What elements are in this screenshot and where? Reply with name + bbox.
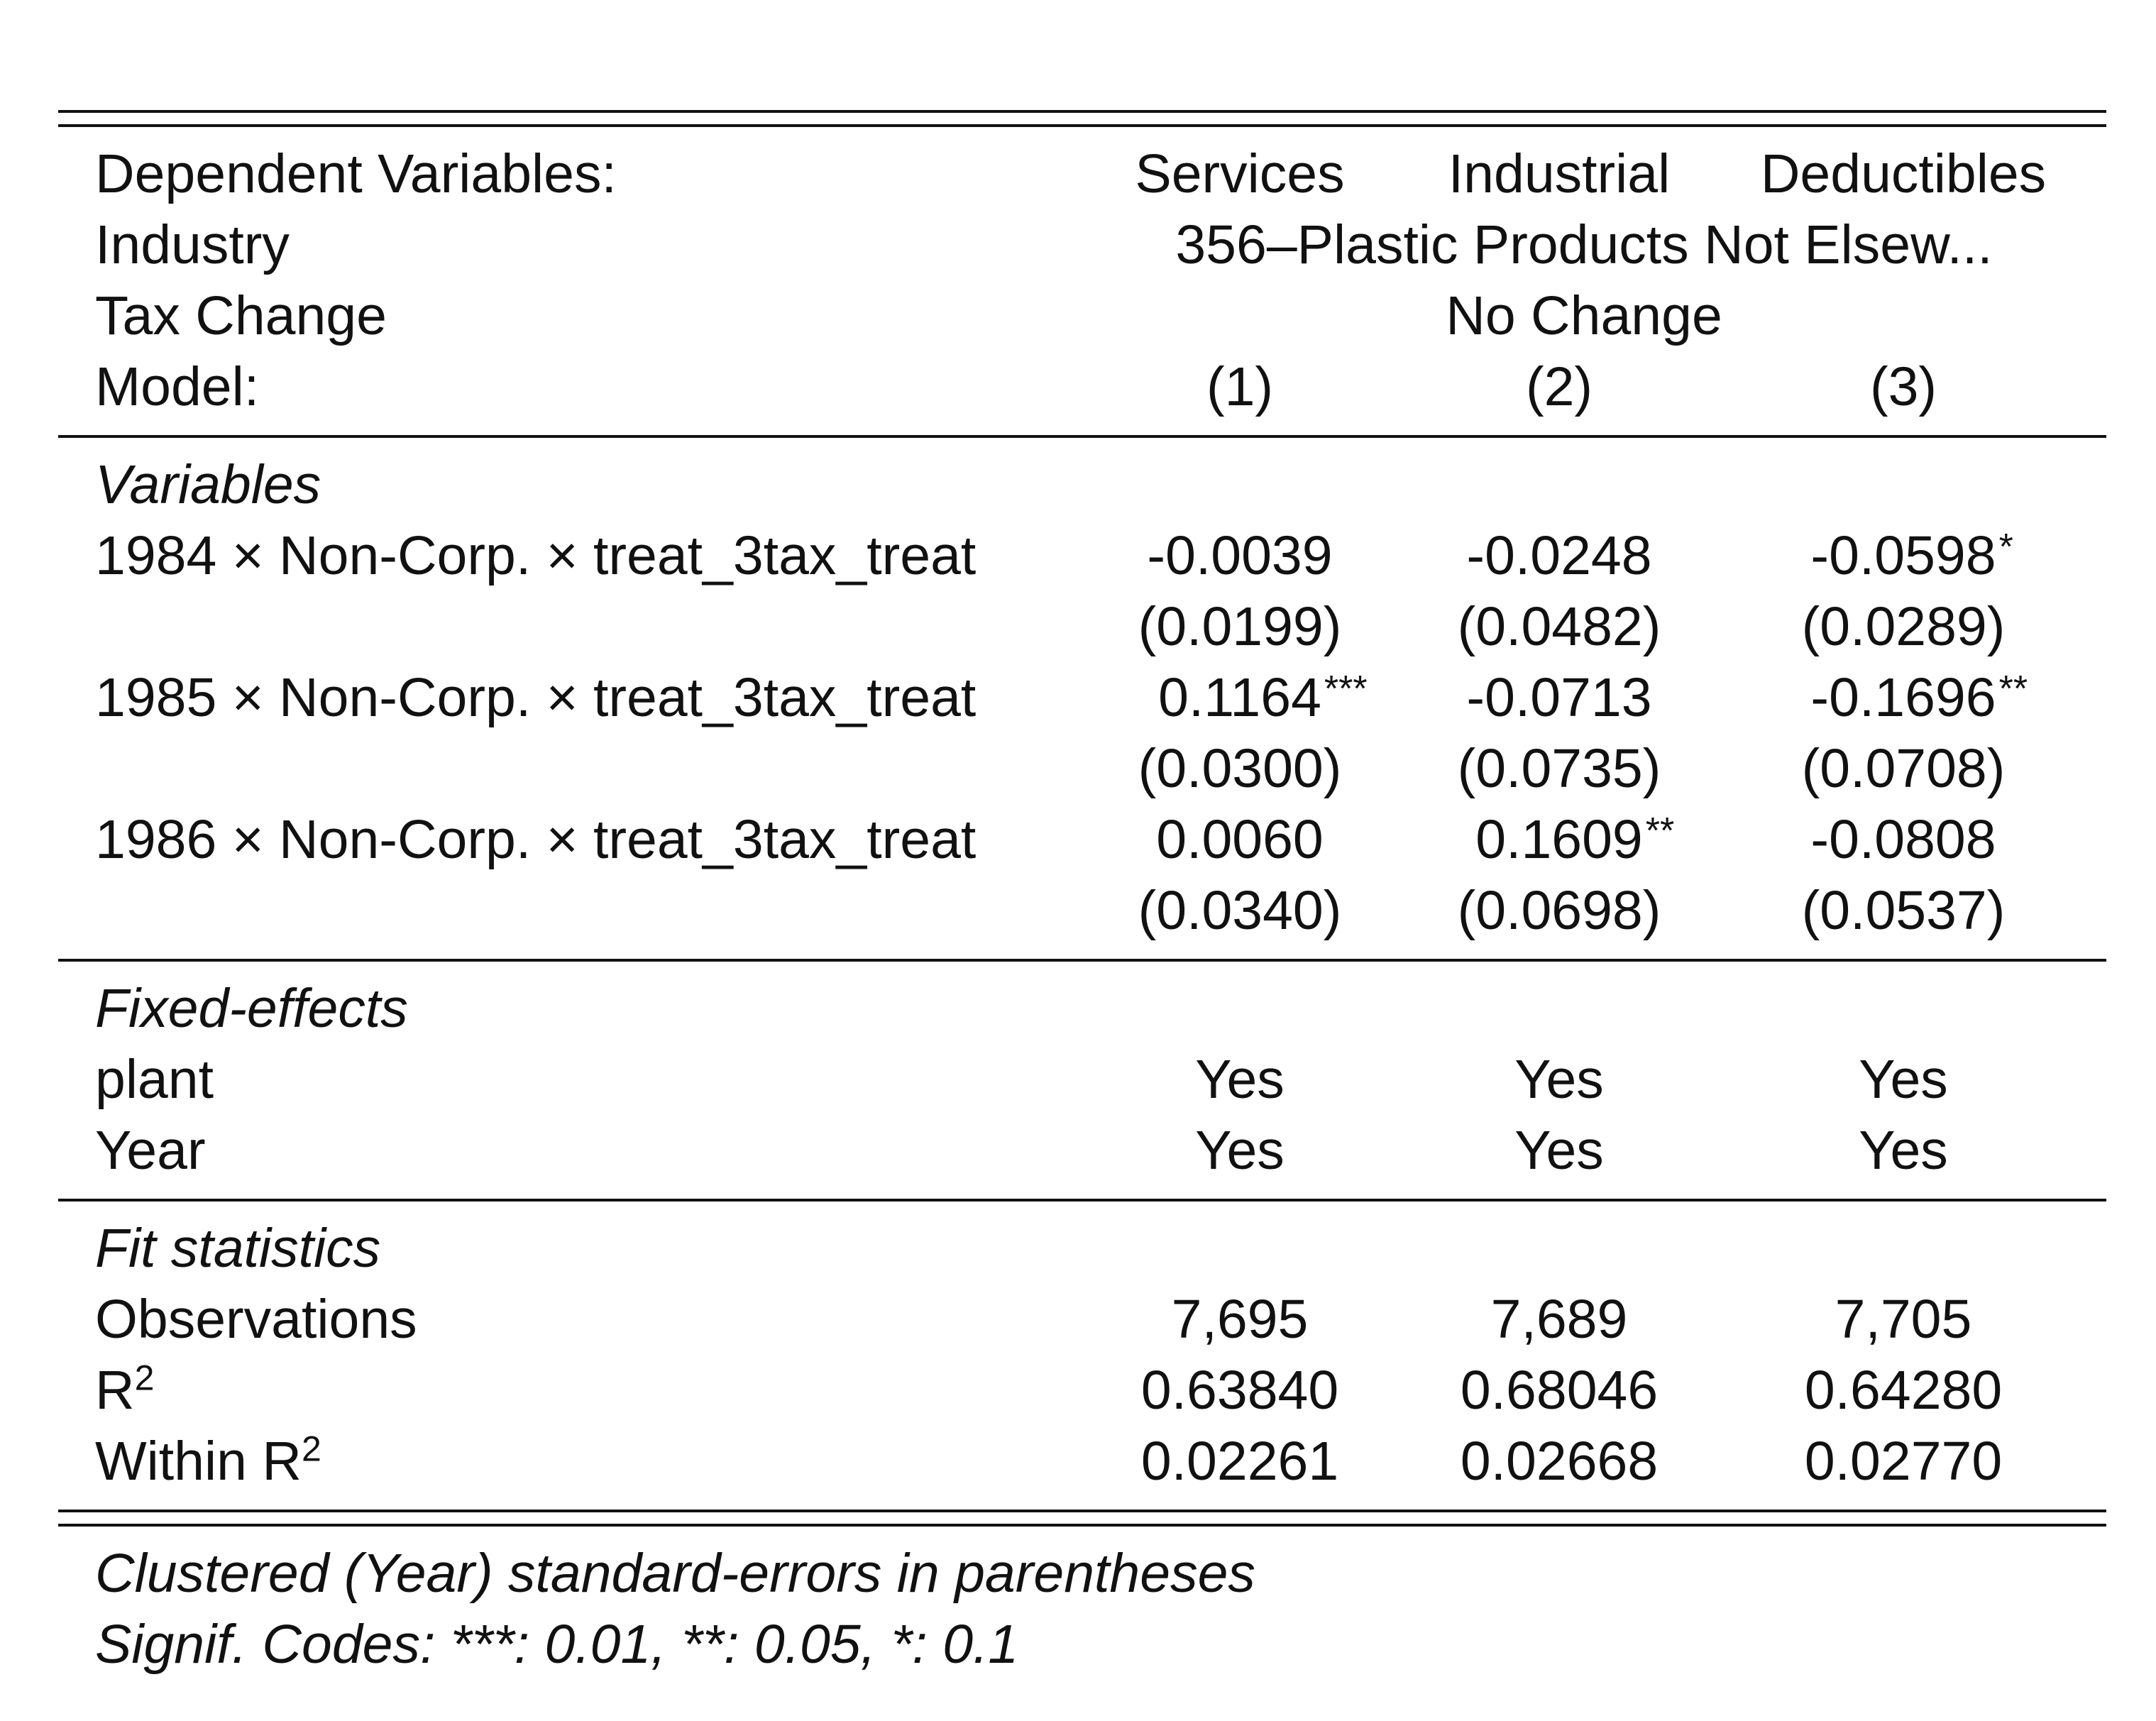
se-row-1985: (0.0300) (0.0735) (0.0708) <box>58 733 2106 804</box>
bottom-double-rule <box>58 1510 2106 1527</box>
se-row-1984: (0.0199) (0.0482) (0.0289) <box>58 591 2106 662</box>
coef-value: -0.1696 ** <box>1810 667 2028 728</box>
rule-after-header <box>58 435 2106 438</box>
model-1: (1) <box>1206 356 1274 417</box>
standard-error: (0.0698) <box>1457 880 1661 941</box>
model-row: Model: (1) (2) (3) <box>58 351 2106 422</box>
coef-label-1985: 1985 × Non-Corp. × treat_3tax_treat <box>95 667 977 728</box>
standard-error: (0.0340) <box>1138 880 1342 941</box>
standard-error: (0.0708) <box>1801 738 2006 799</box>
coef-value: 0.0060 <box>1156 809 1324 870</box>
coef-value: 0.1164 *** <box>1158 667 1368 728</box>
observations-label: Observations <box>95 1289 417 1350</box>
fe-row-plant: plant Yes Yes Yes <box>58 1044 2106 1115</box>
fe-row-year: Year Yes Yes Yes <box>58 1115 2106 1186</box>
within-r2-value: 0.02668 <box>1460 1431 1659 1492</box>
fe-value: Yes <box>1514 1049 1604 1110</box>
fixed-effects-title: Fixed-effects <box>95 978 408 1039</box>
standard-error: (0.0735) <box>1457 738 1661 799</box>
industry-label: Industry <box>95 214 290 275</box>
coef-row-1984: 1984 × Non-Corp. × treat_3tax_treat -0.0… <box>58 520 2106 591</box>
tax-change-value: No Change <box>1446 285 1722 346</box>
industry-value: 356–Plastic Products Not Elsew... <box>1175 214 1993 275</box>
rule-after-variables <box>58 959 2106 962</box>
dependent-variables-row: Dependent Variables: Services Industrial… <box>58 138 2106 209</box>
note-signif-codes: Signif. Codes: ***: 0.01, **: 0.05, *: 0… <box>95 1614 1019 1675</box>
regression-table: Dependent Variables: Services Industrial… <box>58 110 2106 1680</box>
standard-error: (0.0482) <box>1457 596 1661 657</box>
dependent-var-1: Services <box>1135 143 1345 204</box>
coef-row-1985: 1985 × Non-Corp. × treat_3tax_treat 0.11… <box>58 662 2106 733</box>
fe-label-plant: plant <box>95 1049 214 1110</box>
model-2: (2) <box>1525 356 1593 417</box>
r2-value: 0.64280 <box>1804 1360 2003 1421</box>
coef-value: -0.0039 <box>1147 525 1333 586</box>
header-section: Dependent Variables: Services Industrial… <box>58 127 2106 435</box>
rule-after-fixed-effects <box>58 1199 2106 1202</box>
coef-value: -0.0808 <box>1810 809 1996 870</box>
table-notes: Clustered (Year) standard-errors in pare… <box>58 1527 2106 1680</box>
model-label: Model: <box>95 356 260 417</box>
fe-value: Yes <box>1859 1049 1948 1110</box>
r2-row: R2 0.63840 0.68046 0.64280 <box>58 1355 2106 1426</box>
r2-label: R2 <box>95 1358 155 1421</box>
note-clustered-se: Clustered (Year) standard-errors in pare… <box>95 1543 1255 1604</box>
fe-value: Yes <box>1514 1120 1604 1181</box>
coef-value: 0.1609 ** <box>1475 809 1675 870</box>
observations-row: Observations 7,695 7,689 7,705 <box>58 1284 2106 1355</box>
coef-value: -0.0713 <box>1466 667 1652 728</box>
r2-value: 0.63840 <box>1140 1360 1339 1421</box>
standard-error: (0.0300) <box>1138 738 1342 799</box>
model-3: (3) <box>1869 356 1937 417</box>
standard-error: (0.0537) <box>1801 880 2006 941</box>
coef-label-1986: 1986 × Non-Corp. × treat_3tax_treat <box>95 809 977 870</box>
fe-label-year: Year <box>95 1120 206 1181</box>
fixed-effects-section: Fixed-effects plant Yes Yes Yes Year Yes… <box>58 962 2106 1199</box>
dependent-variables-label: Dependent Variables: <box>95 143 617 204</box>
within-r2-value: 0.02770 <box>1804 1431 2003 1492</box>
fixed-effects-title-row: Fixed-effects <box>58 973 2106 1044</box>
coef-row-1986: 1986 × Non-Corp. × treat_3tax_treat 0.00… <box>58 804 2106 875</box>
fe-value: Yes <box>1195 1120 1285 1181</box>
tax-change-label: Tax Change <box>95 285 387 346</box>
dependent-var-3: Deductibles <box>1760 143 2047 204</box>
fe-value: Yes <box>1859 1120 1948 1181</box>
top-double-rule <box>58 110 2106 127</box>
observations-value: 7,689 <box>1490 1289 1628 1350</box>
fe-value: Yes <box>1195 1049 1285 1110</box>
variables-title-row: Variables <box>58 449 2106 520</box>
within-r2-value: 0.02261 <box>1140 1431 1339 1492</box>
tax-change-row: Tax Change No Change <box>58 280 2106 351</box>
within-r2-label: Within R2 <box>95 1429 321 1492</box>
coef-value: -0.0598 * <box>1810 525 2013 586</box>
variables-section: Variables 1984 × Non-Corp. × treat_3tax_… <box>58 438 2106 959</box>
observations-value: 7,705 <box>1835 1289 1972 1350</box>
within-r2-row: Within R2 0.02261 0.02668 0.02770 <box>58 1426 2106 1497</box>
standard-error: (0.0199) <box>1138 596 1342 657</box>
dependent-var-2: Industrial <box>1448 143 1671 204</box>
r2-value: 0.68046 <box>1460 1360 1659 1421</box>
standard-error: (0.0289) <box>1801 596 2006 657</box>
fit-statistics-title: Fit statistics <box>95 1218 381 1279</box>
se-row-1986: (0.0340) (0.0698) (0.0537) <box>58 875 2106 946</box>
coef-label-1984: 1984 × Non-Corp. × treat_3tax_treat <box>95 525 977 586</box>
fit-statistics-section: Fit statistics Observations 7,695 7,689 … <box>58 1202 2106 1510</box>
industry-row: Industry 356–Plastic Products Not Elsew.… <box>58 209 2106 280</box>
fit-title-row: Fit statistics <box>58 1213 2106 1284</box>
coef-value: -0.0248 <box>1466 525 1652 586</box>
observations-value: 7,695 <box>1171 1289 1309 1350</box>
variables-title: Variables <box>95 454 321 515</box>
